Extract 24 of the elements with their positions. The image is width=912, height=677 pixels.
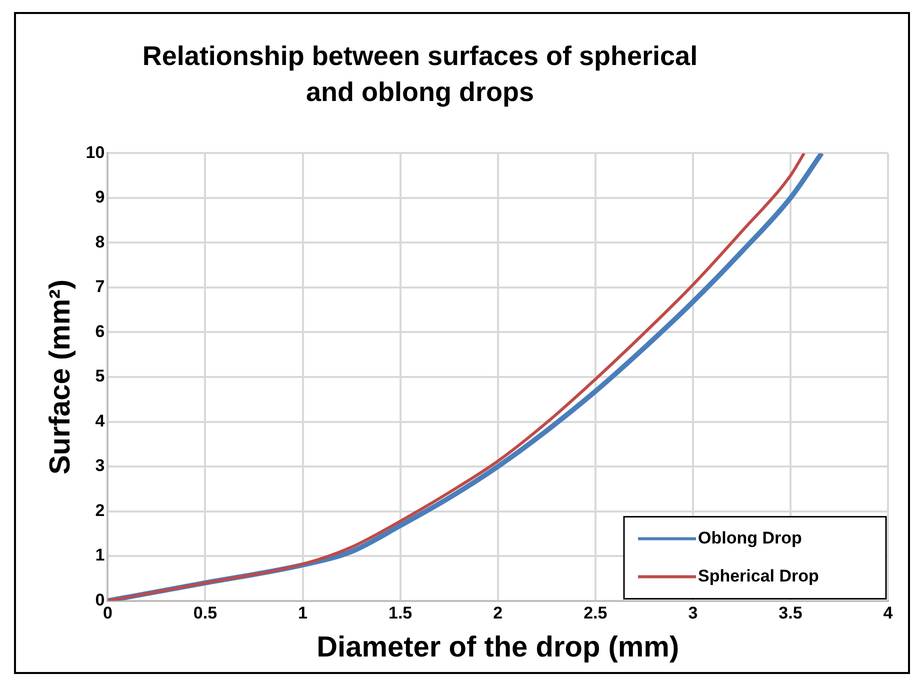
y-tick-label: 8 [95,232,105,252]
y-tick-label: 0 [95,590,105,610]
y-tick-label: 2 [95,500,105,520]
x-tick-label: 1.5 [388,604,412,623]
x-tick-label: 3 [688,604,698,623]
y-axis-title: Surface (mm²) [44,280,76,474]
y-tick-label: 9 [95,188,105,207]
y-tick-label: 10 [86,142,105,162]
y-tick-label: 1 [95,546,105,565]
x-tick-label: 2.5 [584,604,608,623]
y-tick-label: 3 [95,456,105,476]
x-tick-label: 3.5 [778,604,802,623]
legend-label: Oblong Drop [698,528,802,548]
legend-label: Spherical Drop [698,566,819,586]
y-tick-label: 6 [95,322,105,341]
y-tick-label: 4 [95,411,106,430]
x-tick-label: 1 [298,604,308,623]
y-tick-label: 7 [95,277,105,296]
y-tick-label: 5 [95,366,105,386]
x-tick-label: 2 [493,604,503,623]
x-axis-title: Diameter of the drop (mm) [316,632,680,664]
chart-title: Relationship between surfaces of spherical and oblong drops [141,40,699,109]
x-tick-label: 0.5 [193,604,218,623]
x-tick-label: 4 [883,604,894,623]
